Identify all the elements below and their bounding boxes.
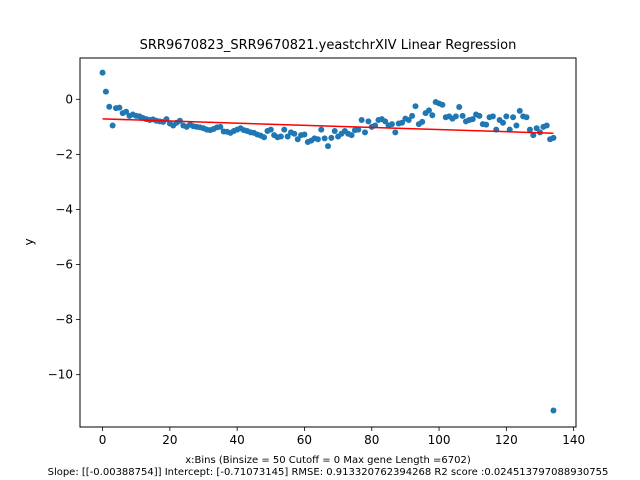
data-point [523, 114, 530, 121]
x-tick-label: 100 [428, 433, 451, 447]
x-tick-label: 40 [230, 433, 245, 447]
data-point [459, 112, 466, 119]
data-point [267, 126, 274, 133]
y-tick-label: −10 [48, 368, 73, 382]
y-tick-label: −4 [55, 202, 73, 216]
data-point [456, 104, 463, 111]
data-point [526, 126, 533, 133]
x-tick-label: 120 [495, 433, 518, 447]
y-tick-label: 0 [65, 92, 73, 106]
y-axis-label: y [22, 238, 36, 245]
axes-frame [79, 57, 577, 428]
regression-line [102, 118, 554, 134]
data-point [530, 132, 537, 139]
data-point [102, 88, 109, 95]
regression-stats-caption: Slope: [[-0.00388754]] Intercept: [-0.71… [48, 467, 609, 478]
data-point [499, 119, 506, 126]
data-point [489, 113, 496, 120]
data-point [318, 126, 325, 133]
data-point [281, 126, 288, 133]
x-tick-label: 60 [297, 433, 312, 447]
y-tick-label: −2 [55, 147, 73, 161]
data-point [409, 112, 416, 119]
data-point [452, 113, 459, 120]
data-point [513, 122, 520, 129]
y-tick-label: −6 [55, 258, 73, 272]
data-point [550, 134, 557, 141]
data-point [365, 118, 372, 125]
data-point [412, 103, 419, 110]
data-point [399, 119, 406, 126]
data-point [284, 133, 291, 140]
data-point [516, 107, 523, 114]
data-point [325, 143, 331, 150]
data-point [483, 121, 490, 128]
x-axis: 0 20 40 60 80 100 120 140 [99, 427, 585, 447]
data-point [331, 127, 338, 134]
data-point [439, 101, 446, 108]
data-point [362, 129, 369, 136]
data-point [294, 136, 301, 143]
data-point [328, 134, 335, 141]
data-point [503, 113, 510, 120]
data-point [355, 126, 362, 133]
data-point [314, 136, 321, 143]
x-tick-label: 140 [562, 433, 585, 447]
data-point [291, 130, 298, 137]
data-point [405, 116, 412, 123]
data-point [321, 135, 328, 142]
x-tick-label: 20 [162, 433, 177, 447]
data-point [116, 104, 123, 111]
x-axis-label: x:Bins (Binsize = 50 Cutoff = 0 Max gene… [185, 455, 471, 466]
data-point [106, 103, 113, 110]
data-point [358, 116, 365, 123]
data-point [301, 131, 308, 138]
y-tick-label: −8 [55, 313, 73, 327]
data-point [469, 116, 476, 123]
y-axis: 0 −2 −4 −6 −8 −10 [48, 92, 80, 382]
data-point [123, 108, 130, 115]
data-point [510, 114, 517, 121]
data-point [277, 133, 284, 140]
data-point [99, 69, 106, 76]
data-point [419, 118, 426, 125]
x-tick-label: 80 [364, 433, 379, 447]
plot-area [99, 69, 557, 414]
data-point [425, 107, 432, 114]
data-point [348, 132, 355, 139]
data-point [217, 123, 224, 130]
data-point [388, 121, 395, 128]
data-point [429, 112, 436, 119]
data-point [543, 122, 550, 129]
data-point [261, 134, 268, 141]
data-point [392, 129, 399, 136]
chart-title: SRR9670823_SRR9670821.yeastchrXIV Linear… [140, 38, 517, 53]
x-tick-label: 0 [99, 433, 107, 447]
data-point [476, 112, 483, 119]
data-point [550, 407, 557, 414]
data-point [109, 122, 116, 129]
data-point [382, 118, 389, 125]
data-point [533, 125, 540, 132]
